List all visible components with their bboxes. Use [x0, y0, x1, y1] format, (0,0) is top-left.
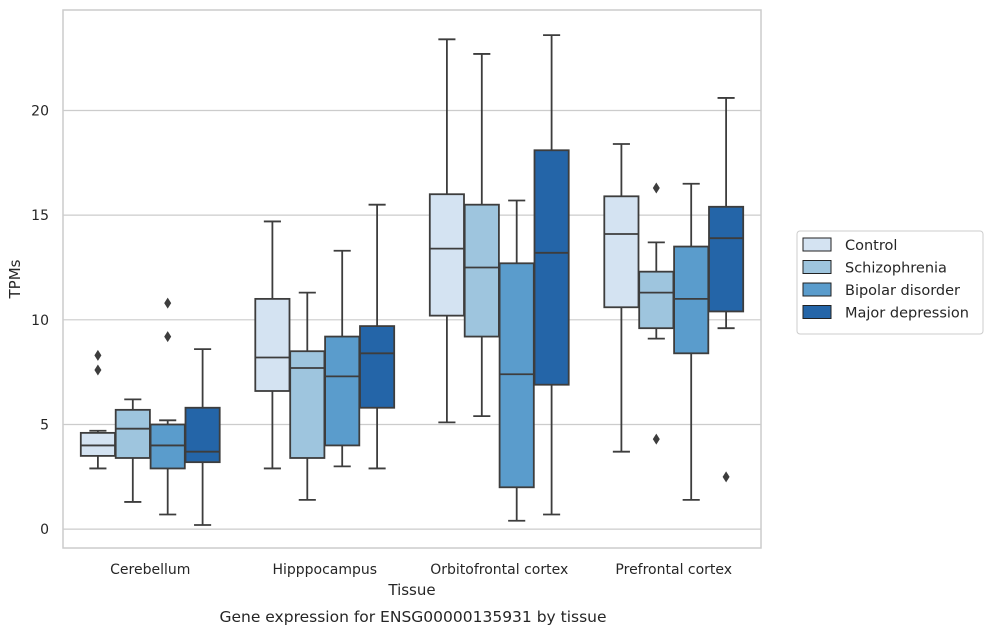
iqr-box [114, 408, 151, 459]
series-major-depression [184, 34, 745, 526]
box-cerebellum [114, 398, 151, 503]
box-cerebellum [184, 348, 221, 526]
outlier-point [652, 182, 660, 194]
y-tick-label: 20 [31, 103, 49, 119]
legend-item: Major depression [802, 305, 969, 322]
x-tick-label: Orbitofrontal cortex [430, 562, 568, 578]
box-hipppocampus [324, 249, 361, 468]
legend-item: Schizophrenia [802, 260, 947, 277]
iqr-box [184, 406, 221, 464]
iqr-box [428, 193, 465, 317]
iqr-box [359, 325, 396, 409]
y-tick-label: 0 [40, 522, 49, 538]
iqr-box [603, 195, 640, 309]
iqr-box [463, 203, 500, 338]
legend-frame [796, 230, 984, 335]
box-cerebellum [149, 297, 186, 516]
series-schizophrenia [114, 53, 675, 503]
box-prefrontal-cortex [638, 182, 675, 445]
outlier-point [722, 471, 730, 483]
box-hipppocampus [359, 203, 396, 470]
box-hipppocampus [289, 291, 326, 501]
iqr-box [708, 205, 745, 313]
outlier-point [94, 349, 102, 361]
legend-swatch [802, 282, 832, 297]
box-orbitofrontal-cortex [533, 34, 570, 516]
box-prefrontal-cortex [603, 143, 640, 453]
y-tick-label: 10 [31, 313, 49, 329]
legend-label: Control [845, 238, 897, 254]
y-axis-label: TPMs [6, 259, 24, 299]
legend-item: Bipolar disorder [802, 282, 960, 299]
plot-frame [62, 9, 762, 549]
legend: Control Schizophrenia Bipolar disorder Majo… [796, 230, 984, 335]
series-bipolar-disorder [149, 182, 710, 522]
outlier-point [164, 331, 172, 343]
x-axis-label: Tissue [387, 581, 435, 599]
x-tick-label: Cerebellum [110, 562, 190, 578]
legend-label: Bipolar disorder [845, 283, 960, 299]
box-orbitofrontal-cortex [498, 199, 535, 522]
legend-label: Major depression [845, 306, 969, 322]
outlier-point [164, 297, 172, 309]
outlier-point [94, 364, 102, 376]
iqr-box [533, 149, 570, 386]
y-tick-labels: 0 5 10 15 20 [31, 103, 49, 538]
box-orbitofrontal-cortex [463, 53, 500, 418]
box-hipppocampus [254, 220, 291, 470]
iqr-box [79, 431, 116, 457]
box-prefrontal-cortex [673, 182, 710, 501]
iqr-box [149, 423, 186, 470]
legend-label: Schizophrenia [845, 261, 947, 277]
chart-caption: Gene expression for ENSG00000135931 by t… [219, 608, 606, 626]
iqr-box [324, 335, 361, 447]
box-prefrontal-cortex [708, 97, 745, 483]
outlier-point [652, 433, 660, 445]
legend-swatch [802, 260, 832, 274]
series-control [79, 38, 640, 470]
legend-swatch [802, 237, 832, 252]
boxes [79, 34, 745, 526]
iqr-box [673, 245, 710, 355]
y-tick-label: 15 [31, 208, 49, 224]
legend-item: Control [802, 237, 897, 254]
iqr-box [638, 270, 675, 330]
box-cerebellum [79, 349, 116, 470]
y-tick-label: 5 [40, 417, 49, 433]
box-orbitofrontal-cortex [428, 38, 465, 424]
iqr-box [254, 297, 291, 392]
iqr-box [498, 262, 535, 489]
x-tick-label: Hipppocampus [272, 562, 377, 578]
x-tick-label: Prefrontal cortex [615, 562, 732, 578]
legend-swatch [802, 305, 832, 319]
x-tick-labels: Cerebellum Hipppocampus Orbitofrontal cort… [110, 562, 732, 578]
